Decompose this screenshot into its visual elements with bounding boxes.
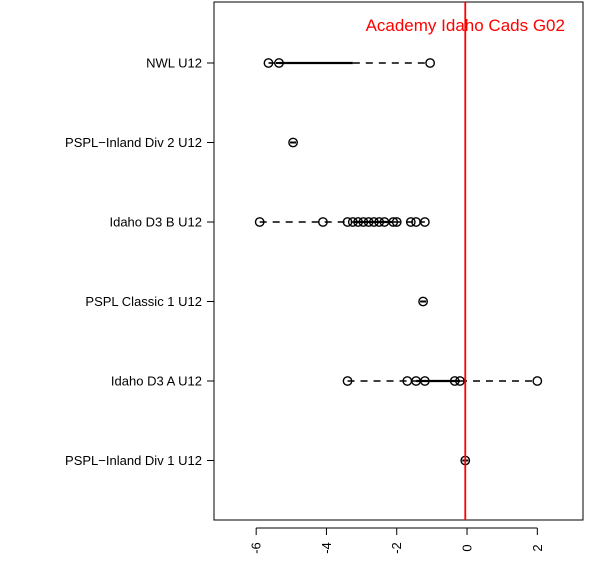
data-point — [391, 217, 402, 227]
data-point — [342, 376, 353, 386]
y-tick-label: PSPL−Inland Div 2 U12 — [65, 135, 202, 150]
y-tick-label: Idaho D3 A U12 — [111, 374, 202, 389]
data-point — [342, 217, 353, 227]
groups-layer: NWL U12 PSPL−Inland Div 2 U12 Idaho D3 B U… — [65, 56, 543, 468]
data-point — [288, 137, 298, 148]
data-point — [532, 376, 543, 386]
data-point — [274, 58, 284, 68]
data-point — [405, 217, 416, 227]
data-point — [374, 217, 385, 227]
group-5: PSPL−Inland Div 1 U12 — [65, 453, 471, 468]
data-point — [347, 217, 358, 227]
data-point — [419, 376, 430, 386]
reference-layer: Academy Idaho Cads G02 — [366, 2, 565, 520]
y-tick-label: PSPL−Inland Div 1 U12 — [65, 453, 202, 468]
x-tick-label: 0 — [460, 544, 475, 551]
x-tick-label: -4 — [319, 542, 334, 554]
y-tick-label: Idaho D3 B U12 — [109, 215, 202, 230]
data-point — [263, 58, 274, 68]
data-point — [425, 58, 436, 68]
data-point — [449, 376, 460, 386]
data-point — [455, 376, 465, 386]
data-point — [418, 296, 428, 307]
group-3: PSPL Classic 1 U12 — [85, 294, 428, 309]
group-1: PSPL−Inland Div 2 U12 — [65, 135, 298, 150]
group-0: NWL U12 — [146, 56, 436, 71]
y-tick-label: PSPL Classic 1 U12 — [85, 294, 202, 309]
x-axis: -6 -4 -2 0 2 — [249, 527, 545, 554]
data-point — [254, 217, 265, 227]
x-tick-label: 2 — [530, 544, 545, 551]
plot-frame — [213, 1, 584, 521]
x-tick-label: -6 — [249, 542, 264, 554]
reference-label: Academy Idaho Cads G02 — [366, 16, 565, 35]
data-point — [368, 217, 379, 227]
y-tick-label: NWL U12 — [146, 56, 202, 71]
data-point — [318, 217, 328, 227]
data-point — [388, 217, 399, 227]
group-4: Idaho D3 A U12 — [111, 374, 543, 389]
group-2: Idaho D3 B U12 — [109, 215, 430, 230]
data-point — [419, 217, 430, 227]
x-tick-label: -2 — [389, 542, 404, 554]
